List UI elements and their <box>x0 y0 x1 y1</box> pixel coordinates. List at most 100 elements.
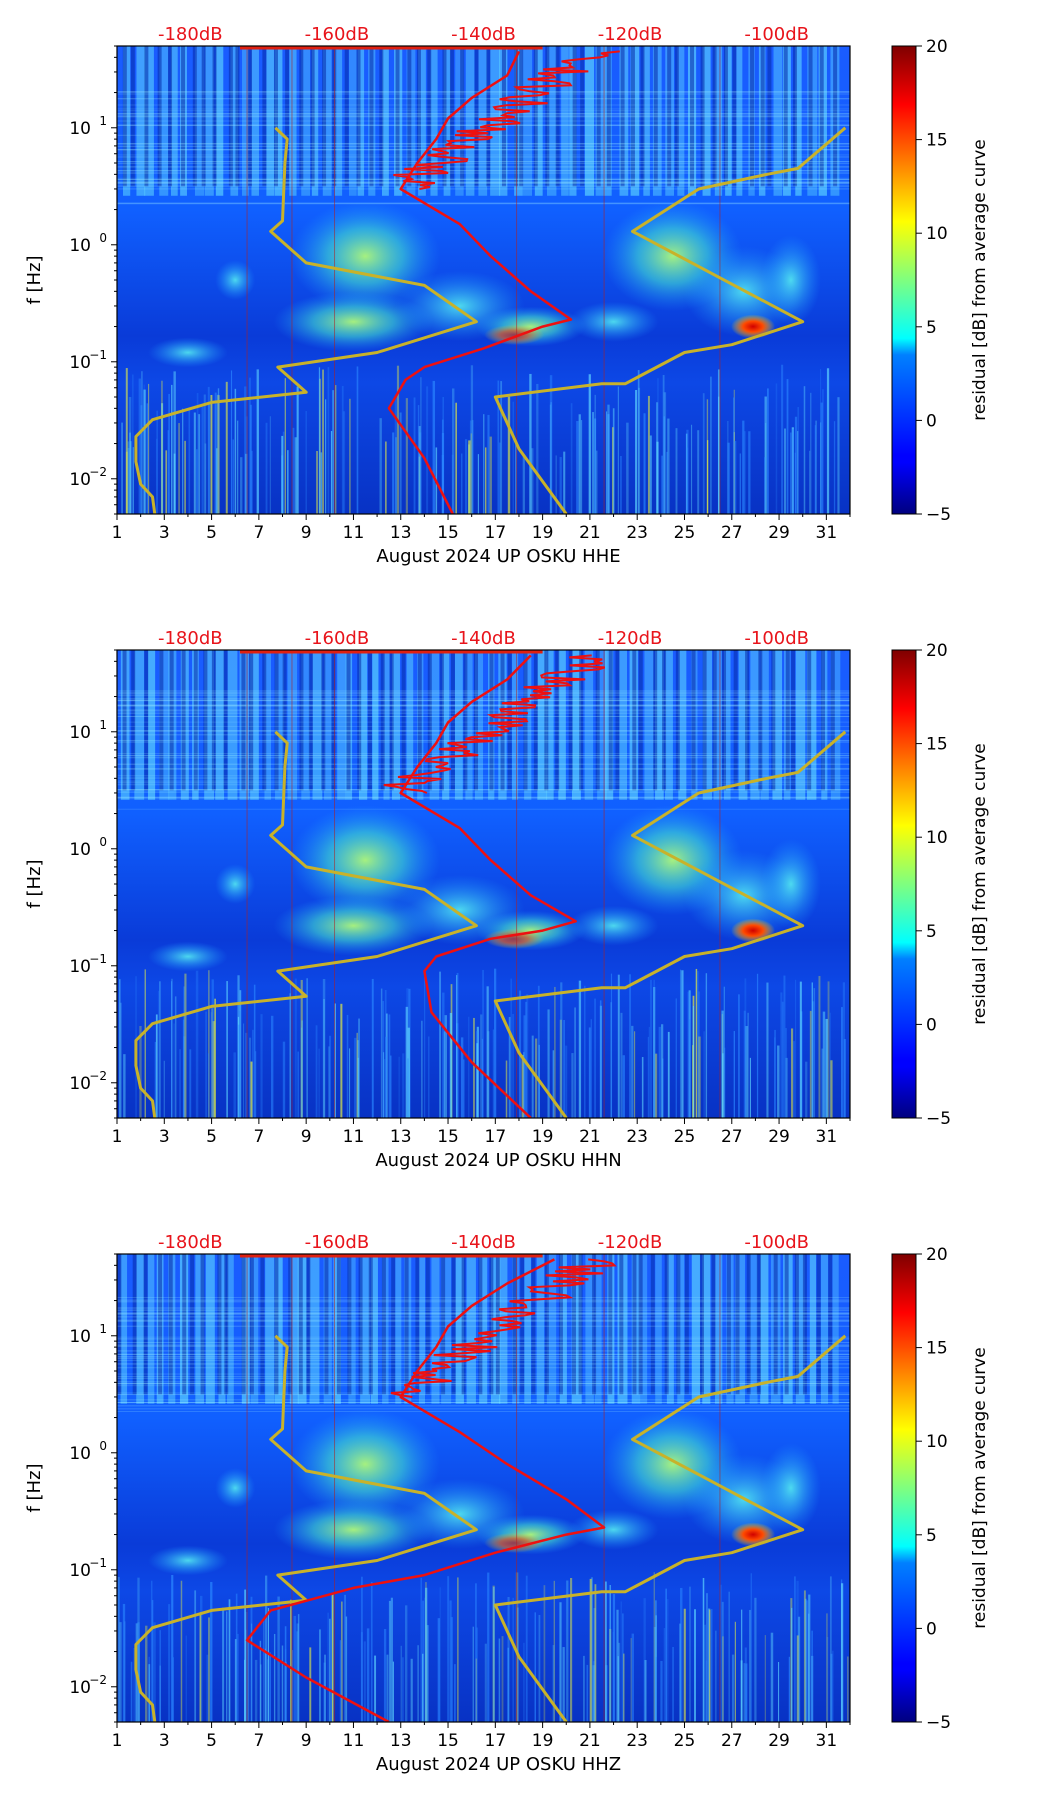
daily-streak <box>640 1254 648 1404</box>
noise-line <box>117 166 850 168</box>
quiet-band <box>344 46 349 187</box>
quiet-band <box>298 1254 303 1395</box>
lowfreq-streak <box>833 421 836 514</box>
lowfreq-streak <box>437 1618 441 1722</box>
quiet-band <box>169 650 174 791</box>
quiet-band <box>732 46 737 187</box>
lowfreq-streak <box>143 389 146 514</box>
quiet-band <box>700 46 705 187</box>
lowfreq-streak <box>734 441 737 514</box>
quiet-band <box>711 1254 716 1395</box>
daily-streak <box>431 1254 440 1404</box>
yellow-percentile-curve <box>134 126 478 514</box>
daily-streak <box>760 650 769 800</box>
daily-streak <box>809 1254 817 1404</box>
lowfreq-streak <box>680 1587 683 1722</box>
lowfreq-streak <box>330 431 333 514</box>
daily-streak <box>465 46 475 196</box>
x-tick-label: 17 <box>485 523 507 543</box>
noise-line <box>117 91 850 93</box>
lowfreq-streak <box>607 404 610 514</box>
lowfreq-streak <box>594 394 596 514</box>
lowfreq-streak <box>208 402 210 514</box>
lowfreq-streak <box>194 1590 197 1722</box>
lowfreq-streak <box>743 1010 746 1118</box>
noise-line <box>117 149 850 151</box>
lowfreq-streak <box>388 1600 392 1722</box>
colorbar-tick-label: 20 <box>926 641 948 661</box>
x-axis-label: August 2024 UP OSKU HHN <box>375 1150 621 1171</box>
lowfreq-streak <box>723 986 725 1118</box>
quiet-band <box>489 1254 494 1395</box>
lowfreq-streak <box>492 1586 495 1722</box>
lowfreq-streak <box>386 1654 389 1722</box>
y-axis-label: f [Hz] <box>24 255 45 304</box>
lowfreq-streak <box>250 1623 253 1722</box>
lowfreq-streak <box>417 1645 419 1722</box>
lowfreq-streak <box>811 982 813 1118</box>
lowfreq-streak <box>127 448 130 514</box>
quiet-band <box>427 46 432 187</box>
lowfreq-streak <box>371 978 374 1118</box>
lowfreq-streak <box>512 1597 514 1722</box>
lowfreq-streak <box>510 978 512 1118</box>
lowfreq-streak <box>205 1011 207 1118</box>
daily-streak <box>773 46 783 196</box>
lowfreq-streak <box>594 1584 597 1722</box>
colorbar-tick-label: 5 <box>926 1526 937 1546</box>
colorbar-tick-label: 10 <box>926 828 948 848</box>
lowfreq-streak <box>829 1576 832 1722</box>
quiet-band <box>380 650 385 791</box>
lowfreq-streak <box>471 420 474 514</box>
lowfreq-streak <box>743 1663 746 1722</box>
quiet-band <box>442 46 447 187</box>
lowfreq-streak <box>781 1001 784 1118</box>
daily-streak <box>215 46 224 196</box>
lowfreq-streak <box>127 441 129 514</box>
quiet-band <box>299 46 304 187</box>
lowfreq-streak <box>189 1049 192 1118</box>
yellow-percentile-curve <box>134 1334 478 1722</box>
noise-line <box>117 179 850 181</box>
daily-streak <box>250 1254 259 1404</box>
noise-line <box>117 780 850 782</box>
noise-line <box>117 705 850 707</box>
lowfreq-streak <box>157 990 160 1118</box>
quiet-band <box>690 46 695 187</box>
lowfreq-streak <box>493 968 497 1118</box>
lowfreq-streak <box>644 1660 647 1722</box>
lowfreq-streak <box>179 1049 181 1118</box>
noise-line <box>117 730 850 732</box>
colorbar-tick-label: 5 <box>926 318 937 338</box>
lowfreq-streak <box>505 1060 508 1118</box>
lowfreq-streak <box>334 1003 336 1118</box>
daily-streak <box>795 1254 805 1404</box>
lowfreq-streak <box>442 992 445 1118</box>
noise-line <box>117 1377 850 1379</box>
daily-streak <box>534 46 543 196</box>
daily-streak <box>170 46 178 196</box>
lowfreq-streak <box>732 397 735 514</box>
x-tick-label: 11 <box>343 1731 365 1751</box>
lowfreq-streak <box>803 386 806 514</box>
lowfreq-streak <box>173 371 176 514</box>
quiet-band <box>486 46 491 187</box>
lowfreq-streak <box>289 980 291 1118</box>
x-axis-label: August 2024 UP OSKU HHE <box>376 546 620 567</box>
daily-streak <box>830 650 841 800</box>
daily-streak <box>677 46 685 196</box>
lowfreq-streak <box>745 1026 748 1118</box>
lowfreq-streak <box>683 1608 686 1722</box>
quiet-band <box>322 46 327 187</box>
lowfreq-streak <box>738 994 740 1118</box>
lowfreq-streak <box>596 450 598 514</box>
lowfreq-streak <box>745 1663 748 1722</box>
lowfreq-streak <box>531 1035 534 1118</box>
daily-streak <box>195 1254 204 1404</box>
x-tick-label: 19 <box>532 1731 554 1751</box>
y-tick-exponent: 0 <box>99 835 107 849</box>
lowfreq-streak <box>661 455 663 514</box>
quiet-band <box>785 650 790 791</box>
lowfreq-streak <box>612 1594 616 1722</box>
